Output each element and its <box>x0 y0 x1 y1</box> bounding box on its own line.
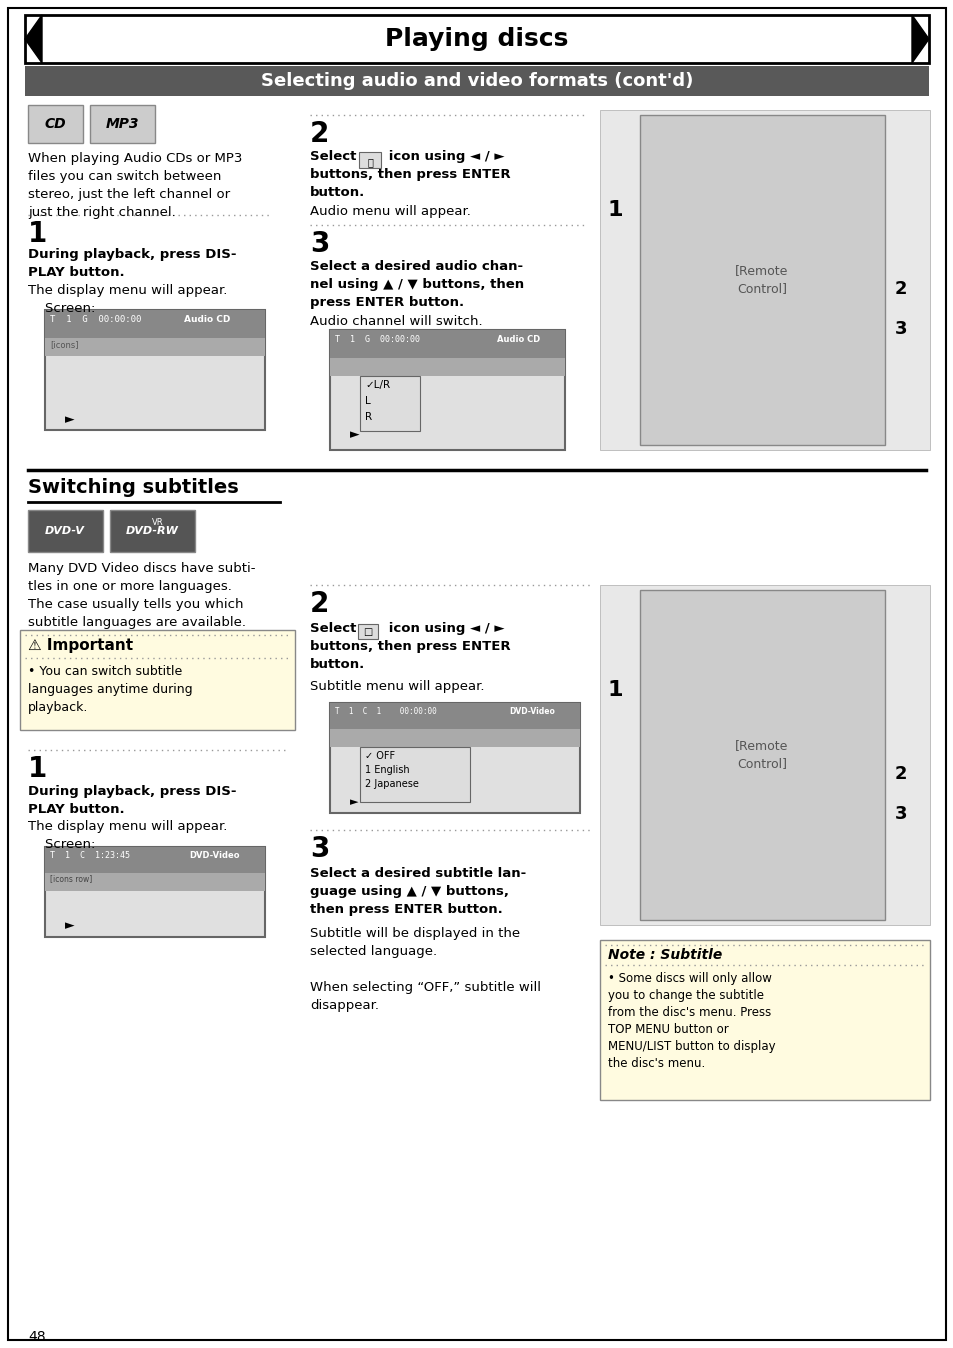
Text: [icons row]: [icons row] <box>50 874 92 883</box>
FancyBboxPatch shape <box>359 376 419 431</box>
Text: ►: ► <box>65 919 74 931</box>
Text: ✓L/R: ✓L/R <box>365 380 390 390</box>
Text: Selecting audio and video formats (cont'd): Selecting audio and video formats (cont'… <box>260 71 693 90</box>
Text: During playback, press DIS-
PLAY button.: During playback, press DIS- PLAY button. <box>28 785 236 816</box>
FancyBboxPatch shape <box>599 940 929 1100</box>
Text: The display menu will appear.
    Screen:: The display menu will appear. Screen: <box>28 284 227 315</box>
Text: 2: 2 <box>894 764 906 783</box>
FancyBboxPatch shape <box>28 105 83 143</box>
Text: □: □ <box>363 627 373 638</box>
Text: 3: 3 <box>310 834 329 863</box>
Text: • Some discs will only allow
you to change the subtitle
from the disc's menu. Pr: • Some discs will only allow you to chan… <box>607 972 775 1070</box>
Text: Select a desired subtitle lan-
guage using ▲ / ▼ buttons,
then press ENTER butto: Select a desired subtitle lan- guage usi… <box>310 867 526 915</box>
Text: L: L <box>365 396 371 406</box>
FancyBboxPatch shape <box>45 338 265 356</box>
FancyBboxPatch shape <box>330 702 579 813</box>
Text: Switching subtitles: Switching subtitles <box>28 479 238 497</box>
Text: 1: 1 <box>28 755 48 783</box>
FancyBboxPatch shape <box>45 847 265 937</box>
Text: Audio CD: Audio CD <box>183 315 230 324</box>
Text: 3: 3 <box>894 805 906 822</box>
Text: 🔈: 🔈 <box>367 156 373 167</box>
Text: DVD-RW: DVD-RW <box>126 526 178 537</box>
Text: 2: 2 <box>310 590 329 617</box>
Text: 1: 1 <box>607 679 623 700</box>
Text: Many DVD Video discs have subti-
tles in one or more languages.
The case usually: Many DVD Video discs have subti- tles in… <box>28 562 255 630</box>
Text: 3: 3 <box>894 319 906 338</box>
FancyBboxPatch shape <box>639 590 884 919</box>
FancyBboxPatch shape <box>357 624 377 639</box>
Text: Audio menu will appear.: Audio menu will appear. <box>310 205 471 218</box>
Text: T  1  C  1:23:45: T 1 C 1:23:45 <box>50 851 130 860</box>
Text: 3: 3 <box>310 231 329 257</box>
FancyBboxPatch shape <box>45 310 265 430</box>
Text: [Remote
Control]: [Remote Control] <box>735 264 788 295</box>
Text: VR: VR <box>152 518 164 527</box>
FancyBboxPatch shape <box>8 8 945 1340</box>
Text: ►: ► <box>65 412 74 426</box>
Text: CD: CD <box>44 117 66 131</box>
FancyBboxPatch shape <box>25 66 928 96</box>
Text: Select       icon using ◄ / ►
buttons, then press ENTER
button.: Select icon using ◄ / ► buttons, then pr… <box>310 150 510 200</box>
FancyBboxPatch shape <box>45 310 265 338</box>
Text: DVD-Video: DVD-Video <box>190 851 240 860</box>
Text: [Remote
Control]: [Remote Control] <box>735 740 788 771</box>
FancyBboxPatch shape <box>330 729 579 747</box>
FancyBboxPatch shape <box>28 510 103 551</box>
Text: Subtitle menu will appear.: Subtitle menu will appear. <box>310 679 484 693</box>
Text: During playback, press DIS-
PLAY button.: During playback, press DIS- PLAY button. <box>28 248 236 279</box>
Text: Playing discs: Playing discs <box>385 27 568 51</box>
FancyBboxPatch shape <box>25 15 928 63</box>
Text: ⚠ Important: ⚠ Important <box>28 638 133 652</box>
FancyBboxPatch shape <box>330 330 564 359</box>
FancyBboxPatch shape <box>330 330 564 450</box>
Text: 1: 1 <box>607 200 623 220</box>
Text: 2 Japanese: 2 Japanese <box>365 779 418 789</box>
FancyBboxPatch shape <box>358 152 380 168</box>
Text: T  1  C  1    00:00:00: T 1 C 1 00:00:00 <box>335 706 436 716</box>
Text: R: R <box>365 412 372 422</box>
Text: The display menu will appear.
    Screen:: The display menu will appear. Screen: <box>28 820 227 851</box>
Polygon shape <box>911 15 928 63</box>
Text: Audio CD: Audio CD <box>497 334 539 344</box>
FancyBboxPatch shape <box>599 585 929 925</box>
Text: 2: 2 <box>310 120 329 148</box>
Text: T  1  G  00:00:00: T 1 G 00:00:00 <box>335 334 419 344</box>
Text: ►: ► <box>350 797 358 807</box>
Text: 48: 48 <box>28 1330 46 1344</box>
FancyBboxPatch shape <box>359 747 470 802</box>
Text: Select       icon using ◄ / ►
buttons, then press ENTER
button.: Select icon using ◄ / ► buttons, then pr… <box>310 621 510 671</box>
Text: ✓ OFF: ✓ OFF <box>365 751 395 760</box>
FancyBboxPatch shape <box>45 874 265 891</box>
Text: 1: 1 <box>28 220 48 248</box>
Text: Audio channel will switch.: Audio channel will switch. <box>310 315 482 328</box>
Text: DVD-V: DVD-V <box>45 526 85 537</box>
Text: When playing Audio CDs or MP3
files you can switch between
stereo, just the left: When playing Audio CDs or MP3 files you … <box>28 152 242 218</box>
Text: Subtitle will be displayed in the
selected language.

When selecting “OFF,” subt: Subtitle will be displayed in the select… <box>310 927 540 1012</box>
FancyBboxPatch shape <box>639 115 884 445</box>
FancyBboxPatch shape <box>45 847 265 874</box>
Text: MP3: MP3 <box>105 117 138 131</box>
Text: [icons]: [icons] <box>50 340 78 349</box>
FancyBboxPatch shape <box>330 359 564 376</box>
Text: 1 English: 1 English <box>365 764 409 775</box>
FancyBboxPatch shape <box>599 111 929 450</box>
Text: T  1  G  00:00:00: T 1 G 00:00:00 <box>50 315 141 324</box>
Text: 2: 2 <box>894 280 906 298</box>
Text: ►: ► <box>350 427 359 441</box>
Text: • You can switch subtitle
languages anytime during
playback.: • You can switch subtitle languages anyt… <box>28 665 193 714</box>
Text: Note : Subtitle: Note : Subtitle <box>607 948 721 962</box>
FancyBboxPatch shape <box>110 510 194 551</box>
FancyBboxPatch shape <box>90 105 154 143</box>
FancyBboxPatch shape <box>20 630 294 729</box>
Text: Select a desired audio chan-
nel using ▲ / ▼ buttons, then
press ENTER button.: Select a desired audio chan- nel using ▲… <box>310 260 523 309</box>
FancyBboxPatch shape <box>330 702 579 729</box>
Polygon shape <box>25 15 42 63</box>
Text: DVD-Video: DVD-Video <box>509 706 555 716</box>
